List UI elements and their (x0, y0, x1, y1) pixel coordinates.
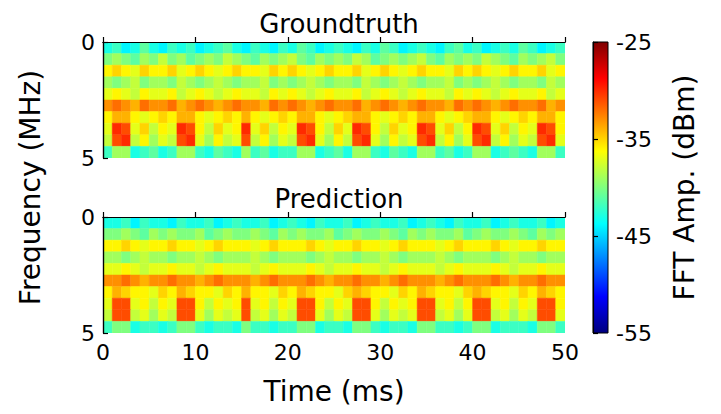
svg-text:30: 30 (366, 340, 394, 365)
svg-text:0: 0 (81, 30, 95, 55)
svg-text:20: 20 (274, 340, 302, 365)
svg-text:-55: -55 (616, 321, 652, 346)
svg-text:5: 5 (81, 146, 95, 171)
svg-text:50: 50 (551, 340, 579, 365)
svg-text:Prediction: Prediction (274, 184, 403, 214)
svg-text:Frequency (MHz): Frequency (MHz) (14, 70, 47, 305)
svg-text:-25: -25 (616, 30, 652, 55)
svg-text:FFT Amp. (dBm): FFT Amp. (dBm) (668, 75, 701, 301)
svg-text:40: 40 (459, 340, 487, 365)
svg-text:-45: -45 (616, 224, 652, 249)
svg-text:5: 5 (81, 321, 95, 346)
svg-text:-35: -35 (616, 127, 652, 152)
svg-text:Time (ms): Time (ms) (262, 375, 404, 408)
svg-text:0: 0 (81, 205, 95, 230)
svg-text:Groundtruth: Groundtruth (259, 9, 419, 39)
svg-text:0: 0 (96, 340, 110, 365)
svg-text:10: 10 (181, 340, 209, 365)
